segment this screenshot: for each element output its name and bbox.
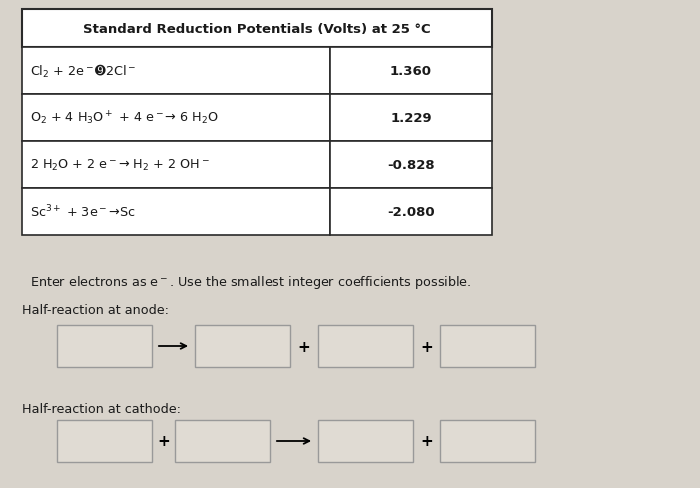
Text: O$_2$ + 4 H$_3$O$^+$ + 4 e$^-$→ 6 H$_2$O: O$_2$ + 4 H$_3$O$^+$ + 4 e$^-$→ 6 H$_2$O — [30, 110, 218, 127]
Bar — [440, 325, 535, 367]
Bar — [22, 95, 330, 142]
Text: Half-reaction at cathode:: Half-reaction at cathode: — [22, 402, 181, 415]
Bar — [330, 142, 492, 189]
Bar — [57, 325, 152, 367]
Bar — [330, 189, 492, 236]
Bar — [175, 420, 270, 462]
Bar — [195, 325, 290, 367]
Bar — [330, 95, 492, 142]
Text: 1.360: 1.360 — [390, 65, 432, 78]
Bar — [318, 420, 413, 462]
Bar — [22, 10, 492, 48]
Bar — [22, 189, 330, 236]
Text: Enter electrons as e$^-$. Use the smallest integer coefficients possible.: Enter electrons as e$^-$. Use the smalle… — [30, 273, 472, 290]
Bar — [330, 48, 492, 95]
Bar — [318, 325, 413, 367]
Text: Standard Reduction Potentials (Volts) at 25 °C: Standard Reduction Potentials (Volts) at… — [83, 22, 430, 36]
Text: Cl$_2$ + 2e$^-$➒2Cl$^-$: Cl$_2$ + 2e$^-$➒2Cl$^-$ — [30, 63, 137, 80]
Text: 1.229: 1.229 — [390, 112, 432, 125]
Text: +: + — [420, 339, 433, 354]
Bar — [22, 48, 330, 95]
Text: Half-reaction at anode:: Half-reaction at anode: — [22, 304, 169, 316]
Bar — [22, 142, 330, 189]
Text: Sc$^{3+}$ + 3e$^-$→Sc: Sc$^{3+}$ + 3e$^-$→Sc — [30, 204, 135, 221]
Text: 2 H$_2$O + 2 e$^-$→ H$_2$ + 2 OH$^-$: 2 H$_2$O + 2 e$^-$→ H$_2$ + 2 OH$^-$ — [30, 158, 210, 173]
Bar — [57, 420, 152, 462]
Text: +: + — [157, 434, 170, 448]
Text: -0.828: -0.828 — [387, 159, 435, 172]
Text: +: + — [298, 339, 310, 354]
Text: +: + — [420, 434, 433, 448]
Text: -2.080: -2.080 — [387, 205, 435, 219]
Bar — [440, 420, 535, 462]
